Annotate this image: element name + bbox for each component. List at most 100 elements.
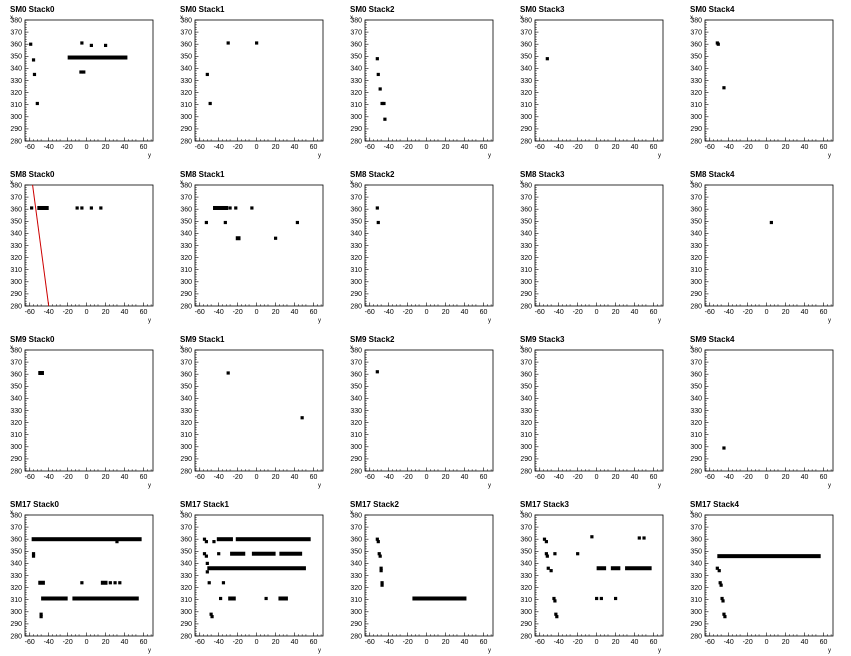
- data-point: [79, 70, 83, 74]
- data-point: [375, 57, 379, 61]
- chart-panel: SM9 Stack1 280 290 300 310 320 330 340 350 360 370…: [180, 335, 324, 489]
- x-tick-label: 60: [820, 309, 828, 316]
- x-axis-label: y: [488, 153, 491, 159]
- y-tick-label: 310: [520, 267, 532, 274]
- y-tick-label: 300: [180, 444, 192, 451]
- y-tick-label: 370: [690, 359, 702, 366]
- y-tick-label: 380: [690, 347, 702, 354]
- x-axis-label: y: [148, 648, 151, 654]
- y-tick-label: 330: [350, 243, 362, 250]
- y-tick-label: 340: [180, 231, 192, 238]
- x-tick-label: 60: [140, 639, 148, 646]
- chart-panel: SM9 Stack0 280 290 300 310 320 330 340 350 360 370…: [10, 335, 154, 489]
- data-point: [599, 596, 603, 601]
- y-tick-label: 280: [690, 633, 702, 640]
- plot-frame: [704, 184, 834, 307]
- data-point: [576, 552, 580, 556]
- y-axis-label: x: [690, 345, 693, 351]
- y-tick-label: 300: [350, 114, 362, 121]
- x-tick-label: 0: [595, 309, 599, 316]
- x-tick-label: 40: [801, 144, 809, 151]
- x-tick-label: 0: [425, 309, 429, 316]
- x-axis-label: y: [318, 483, 321, 489]
- data-point: [553, 552, 557, 556]
- data-point: [595, 596, 599, 601]
- x-tick-label: -40: [554, 474, 564, 481]
- y-tick-label: 380: [10, 512, 22, 519]
- x-tick-label: -40: [214, 309, 224, 316]
- y-axis-label: x: [10, 510, 13, 516]
- data-point: [553, 599, 557, 603]
- x-tick-label: -60: [365, 474, 375, 481]
- x-tick-label: 0: [85, 144, 89, 151]
- data-point: [108, 581, 112, 585]
- panel-title: SM9 Stack3: [520, 335, 565, 344]
- x-tick-label: 20: [272, 639, 280, 646]
- x-tick-label: 40: [121, 309, 129, 316]
- y-tick-label: 290: [180, 126, 192, 133]
- y-tick-label: 360: [520, 372, 532, 379]
- y-axis-label: x: [520, 345, 523, 351]
- data-point: [590, 535, 594, 539]
- data-point-run: [279, 551, 303, 556]
- y-tick-label: 300: [520, 279, 532, 286]
- y-tick-label: 350: [520, 549, 532, 556]
- data-point-run: [207, 566, 306, 571]
- data-point: [375, 370, 379, 374]
- x-tick-label: 20: [612, 144, 620, 151]
- panel-title: SM0 Stack0: [10, 5, 55, 14]
- x-tick-label: -40: [554, 309, 564, 316]
- x-tick-label: 20: [442, 639, 450, 646]
- y-tick-label: 320: [10, 255, 22, 262]
- y-tick-label: 340: [520, 231, 532, 238]
- panel-title: SM8 Stack4: [690, 170, 735, 179]
- data-point: [542, 537, 547, 541]
- y-tick-label: 300: [350, 279, 362, 286]
- y-tick-label: 350: [520, 384, 532, 391]
- y-tick-label: 310: [520, 597, 532, 604]
- x-axis-label: y: [318, 318, 321, 324]
- data-point: [545, 57, 549, 61]
- x-tick-label: -60: [535, 144, 545, 151]
- y-axis-label: x: [10, 345, 13, 351]
- x-tick-label: -60: [195, 474, 205, 481]
- y-tick-label: 350: [350, 219, 362, 226]
- x-tick-label: 60: [480, 474, 488, 481]
- x-tick-label: -60: [25, 639, 35, 646]
- chart-panel: SM8 Stack2 280 290 300 310 320 330 340 350 360 370…: [350, 170, 494, 324]
- data-point-run: [100, 580, 108, 585]
- y-tick-label: 310: [350, 102, 362, 109]
- data-point: [379, 566, 383, 570]
- y-axis-label: x: [350, 180, 353, 186]
- y-tick-label: 310: [180, 102, 192, 109]
- y-tick-label: 340: [10, 66, 22, 73]
- data-point: [375, 206, 379, 210]
- data-point: [217, 552, 221, 556]
- y-tick-label: 370: [180, 194, 192, 201]
- plot-frame: [704, 349, 834, 472]
- data-point: [228, 206, 232, 210]
- y-tick-label: 320: [10, 420, 22, 427]
- x-tick-label: 40: [291, 639, 299, 646]
- data-point-run: [412, 596, 467, 601]
- x-tick-label: -20: [403, 474, 413, 481]
- y-tick-label: 320: [520, 255, 532, 262]
- y-axis-label: x: [690, 180, 693, 186]
- data-point: [544, 540, 548, 544]
- y-tick-label: 290: [180, 621, 192, 628]
- y-tick-label: 380: [350, 347, 362, 354]
- x-tick-label: -40: [384, 144, 394, 151]
- y-tick-label: 310: [690, 597, 702, 604]
- x-tick-label: -20: [743, 309, 753, 316]
- x-tick-label: 20: [782, 309, 790, 316]
- y-tick-label: 290: [690, 126, 702, 133]
- y-tick-label: 290: [350, 456, 362, 463]
- x-tick-label: 40: [291, 474, 299, 481]
- y-tick-label: 380: [180, 17, 192, 24]
- y-tick-label: 340: [350, 231, 362, 238]
- x-tick-label: 40: [291, 309, 299, 316]
- data-point: [720, 596, 724, 601]
- x-tick-label: 0: [255, 474, 259, 481]
- y-tick-label: 300: [180, 609, 192, 616]
- data-point: [80, 206, 84, 210]
